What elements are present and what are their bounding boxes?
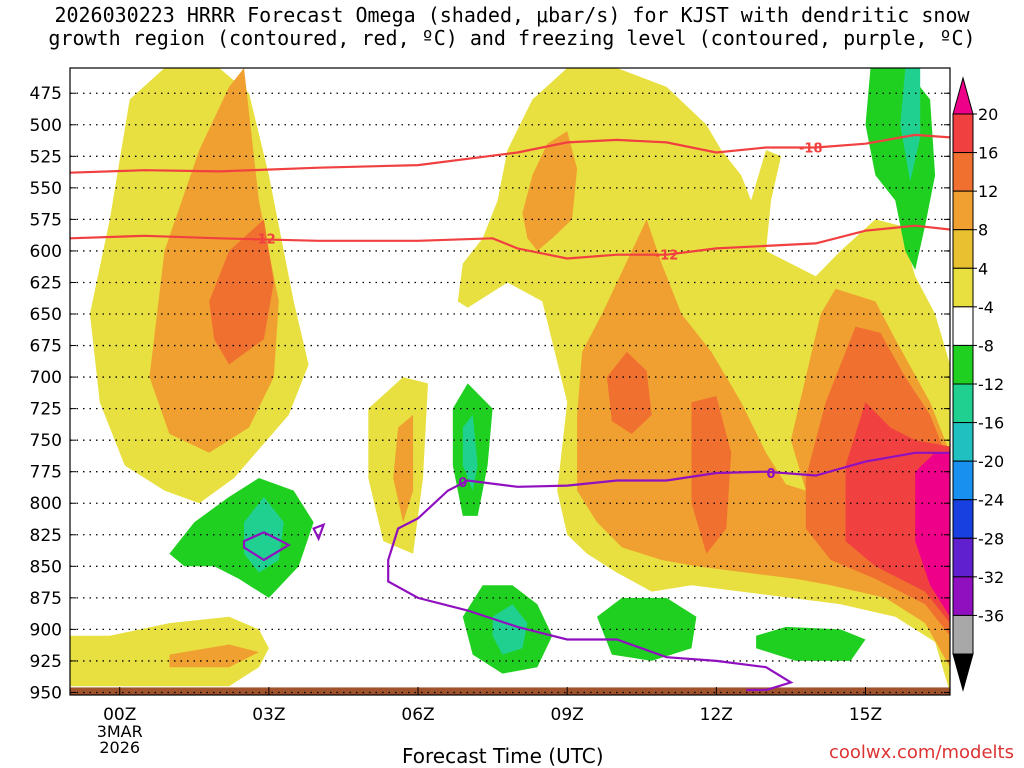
omega-region-20: [492, 604, 528, 655]
colorbar: 20 16 12 8 4 -4 -8 -12 -16 -20 -24 -28 -32 -36: [952, 76, 1004, 692]
y-tick-label-575: 575: [30, 210, 62, 230]
omega-region-14: [915, 452, 950, 617]
x-tick-label-00Z: 00Z: [103, 705, 136, 725]
x-tick-label-09Z: 09Z: [551, 705, 584, 725]
omega-region-21: [597, 597, 697, 661]
colorbar-label-13: -36: [978, 606, 1004, 625]
omega-region-8: [522, 131, 578, 251]
y-axis: 475 500 525 550 575 600 625 650 675 700 725 750 775 8…: [30, 84, 950, 703]
y-tick-label-950: 950: [30, 683, 62, 703]
colorbar-segment-10: [952, 460, 974, 501]
y-tick-label-650: 650: [30, 305, 62, 325]
dgz-contour-label-1: -12: [252, 232, 276, 247]
y-tick-label-800: 800: [30, 494, 62, 514]
dgz-contour-0: [70, 133, 950, 174]
colorbar-label-3: 8: [978, 221, 988, 240]
x-tick-label-03Z: 03Z: [252, 705, 285, 725]
colorbar-segment-9: [952, 422, 974, 462]
omega-region-1: [149, 68, 279, 453]
y-tick-label-900: 900: [30, 620, 62, 640]
contour-layer: -18 -12 -12 0 0: [70, 133, 950, 692]
x-tick-label-12Z: 12Z: [700, 705, 733, 725]
y-tick-label-825: 825: [30, 526, 62, 546]
dgz-contour-label-2: -12: [655, 249, 679, 264]
closed-contour-1: [312, 522, 326, 542]
ground-surface: [70, 687, 950, 695]
colorbar-bottom-arrow: [952, 653, 974, 692]
omega-region-6: [393, 414, 414, 523]
colorbar-label-9: -20: [978, 452, 1004, 471]
freezing-contour-label-1: 0: [766, 467, 775, 482]
colorbar-label-11: -28: [978, 529, 1004, 548]
x-date-label-0: 3MAR: [97, 722, 143, 741]
y-tick-label-725: 725: [30, 400, 62, 420]
y-tick-label-750: 750: [30, 431, 62, 451]
colorbar-segment-3: [952, 190, 974, 231]
colorbar-top-arrow: [952, 76, 974, 115]
y-tick-label-925: 925: [30, 652, 62, 672]
colorbar-segment-4: [952, 229, 974, 269]
y-tick-label-500: 500: [30, 116, 62, 136]
colorbar-segment-14: [952, 614, 974, 655]
chart-title: 2026030223 HRRR Forecast Omega (shaded, …: [0, 4, 1024, 50]
y-tick-label-850: 850: [30, 557, 62, 577]
colorbar-label-5: -4: [978, 298, 994, 317]
colorbar-segment-5: [952, 267, 974, 308]
colorbar-label-8: -16: [978, 414, 1004, 433]
omega-region-4: [169, 644, 259, 668]
colorbar-segment-1: [952, 113, 974, 154]
omega-region-15: [169, 478, 314, 598]
colorbar-segment-7: [952, 344, 974, 385]
y-tick-label-525: 525: [30, 147, 62, 167]
freezing-contour-0: [387, 451, 950, 692]
colorbar-segment-6: [952, 306, 974, 346]
credit-link[interactable]: coolwx.com/modelts: [828, 742, 1014, 763]
omega-region-22: [756, 626, 866, 661]
colorbar-segment-2: [952, 152, 974, 192]
y-tick-label-775: 775: [30, 463, 62, 483]
colorbar-label-7: -12: [978, 375, 1004, 394]
colorbar-label-12: -32: [978, 568, 1004, 587]
colorbar-label-1: 16: [978, 144, 998, 163]
y-tick-label-675: 675: [30, 337, 62, 357]
colorbar-segment-13: [952, 576, 974, 616]
y-tick-label-550: 550: [30, 179, 62, 199]
colorbar-label-0: 20: [978, 105, 998, 124]
y-tick-label-600: 600: [30, 242, 62, 262]
omega-region-13: [845, 402, 950, 624]
x-axis-title: Forecast Time (UTC): [402, 744, 604, 768]
omega-region-2: [209, 219, 274, 365]
colorbar-label-4: 4: [978, 259, 988, 278]
freezing-contour-label-0: 0: [458, 476, 467, 491]
y-tick-label-875: 875: [30, 589, 62, 609]
y-tick-label-625: 625: [30, 273, 62, 293]
x-date-label-1: 2026: [99, 738, 140, 757]
omega-region-10: [606, 351, 652, 434]
x-tick-label-15Z: 15Z: [849, 705, 882, 725]
omega-region-3: [70, 616, 269, 687]
colorbar-label-10: -24: [978, 491, 1004, 510]
plot-frame: [69, 67, 951, 696]
y-tick-label-475: 475: [30, 84, 62, 104]
colorbar-label-6: -8: [978, 336, 994, 355]
y-tick-label-700: 700: [30, 368, 62, 388]
x-tick-label-06Z: 06Z: [401, 705, 434, 725]
omega-shading-layer: [70, 68, 950, 693]
omega-region-24: [900, 68, 921, 182]
colorbar-label-2: 12: [978, 182, 998, 201]
dgz-contour-label-0: -18: [799, 141, 823, 156]
chart-title-line-2: growth region (contoured, red, ºC) and f…: [48, 26, 976, 50]
colorbar-segment-12: [952, 537, 974, 578]
colorbar-segment-8: [952, 383, 974, 424]
closed-contour-0: [242, 531, 292, 562]
colorbar-segment-11: [952, 499, 974, 539]
chart-title-line-1: 2026030223 HRRR Forecast Omega (shaded, …: [54, 3, 970, 27]
dgz-contour-1: [70, 224, 950, 260]
